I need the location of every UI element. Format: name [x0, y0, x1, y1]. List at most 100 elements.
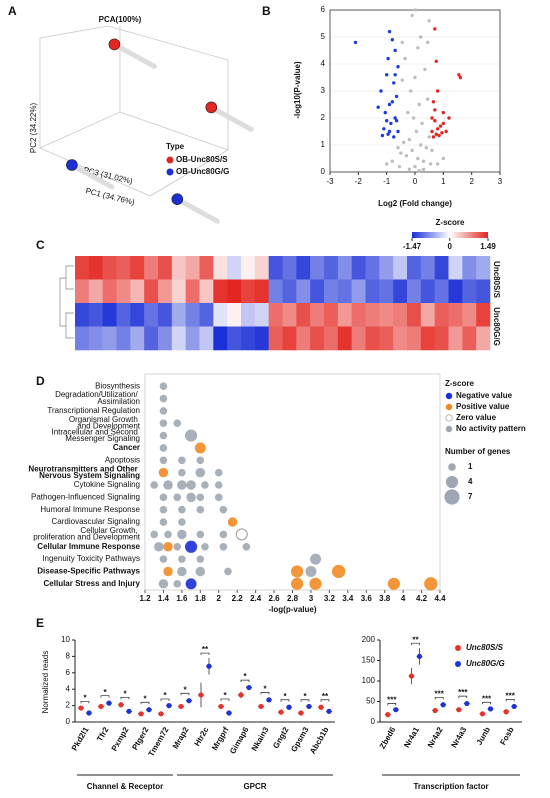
category-label: Disease-Specific Pathways [37, 567, 140, 576]
significance-bracket [300, 699, 310, 702]
bubble [196, 505, 205, 514]
heat-cell [171, 279, 186, 304]
x-axis-label: -log(p-value) [269, 605, 317, 614]
point [426, 97, 430, 101]
bubble [159, 394, 168, 403]
label-line: Organismal Growth [69, 415, 140, 424]
heat-cell [185, 279, 200, 304]
panel-label: A [8, 4, 17, 18]
bubble [195, 467, 206, 478]
point [410, 13, 414, 18]
bubble [214, 468, 223, 477]
dot [118, 702, 124, 708]
colorbar-tick-label: -1.47 [403, 242, 422, 251]
category-label: Neurotransmitters and Other Nervous Syst… [28, 464, 140, 480]
point [393, 116, 397, 120]
legend-marker [445, 425, 453, 433]
heat-cell [268, 303, 283, 327]
y-axis-label: -log10(P-value) [293, 61, 302, 119]
significance-label: * [243, 672, 247, 681]
point [435, 89, 440, 93]
size-legend-marker [444, 489, 460, 505]
heat-cell [268, 279, 283, 304]
heat-cell [407, 326, 422, 351]
dot [487, 706, 494, 712]
point [417, 102, 421, 107]
point [406, 110, 410, 115]
x-tick-label: -2 [355, 177, 363, 186]
point [431, 135, 436, 139]
legend-marker [166, 168, 174, 176]
dot [266, 697, 272, 703]
legend-title: Z-score [445, 379, 474, 388]
bubble [150, 530, 159, 539]
point [418, 35, 423, 39]
x-tick-label: 4.2 [416, 594, 428, 603]
dot [440, 702, 446, 708]
x-tick-label: 3.6 [361, 594, 373, 603]
heat-cell [158, 326, 173, 351]
x-tick-label: Nr4a2 [426, 725, 445, 749]
legend-marker [455, 645, 461, 651]
significance-label: * [83, 694, 87, 703]
significance-label: *** [482, 694, 492, 703]
x-tick-label: 0 [413, 177, 418, 186]
bubble [158, 579, 169, 589]
point [438, 124, 443, 128]
shadow-trail [208, 104, 254, 132]
x-tick-label: Ptger2 [130, 725, 151, 752]
significance-label: *** [434, 689, 444, 698]
x-tick-label: 1.8 [195, 594, 207, 603]
bubble [173, 419, 182, 428]
bubble [164, 530, 172, 539]
point [379, 89, 383, 93]
legend-marker [445, 392, 453, 400]
category-label: Ingenuity Toxicity Pathways [42, 554, 140, 563]
point [413, 8, 418, 12]
heat-cell [476, 279, 491, 304]
x-tick-label: -3 [326, 177, 334, 186]
row-label: Unc80S/S [492, 261, 501, 299]
point [389, 121, 393, 126]
significance-label: * [163, 691, 167, 700]
bubble [159, 382, 168, 390]
significance-label: ** [412, 635, 419, 644]
bubble [178, 456, 186, 465]
significance-bracket [200, 652, 210, 656]
heat-cell [337, 279, 352, 304]
heat-cell [130, 326, 145, 351]
point [108, 38, 121, 51]
shadow-trail [174, 196, 220, 224]
point [427, 135, 431, 139]
heat-cell [448, 279, 463, 304]
point [387, 29, 392, 34]
bubble [186, 480, 196, 490]
significance-label: *** [505, 691, 515, 700]
y-tick-label: 200 [362, 635, 376, 644]
heat-cell [75, 279, 90, 304]
point [390, 159, 395, 163]
legend-marker [455, 661, 461, 667]
x-tick-label: Pkd2l1 [70, 725, 91, 752]
x-tick-label: Htr2c [193, 725, 211, 748]
point [431, 100, 436, 104]
x-tick-label: 1 [441, 177, 446, 186]
bubble [227, 517, 238, 527]
bubble [159, 493, 168, 502]
heat-cell [227, 256, 242, 280]
point [387, 129, 392, 134]
significance-bracket [220, 698, 230, 701]
dot [158, 711, 164, 717]
category-label: Pathogen-Influenced Signaling [31, 492, 140, 501]
significance-label: * [283, 692, 287, 701]
group-label: Channel & Receptor [87, 782, 163, 791]
legend-marker [445, 414, 453, 422]
bubble [173, 542, 182, 551]
y-tick-label: 150 [362, 656, 376, 665]
heat-cell [282, 279, 297, 304]
heat-cell [296, 326, 311, 351]
legend-marker [166, 156, 174, 164]
heat-cell [171, 326, 186, 351]
y-tick-label: 4 [321, 59, 326, 68]
heat-cell [88, 279, 103, 304]
